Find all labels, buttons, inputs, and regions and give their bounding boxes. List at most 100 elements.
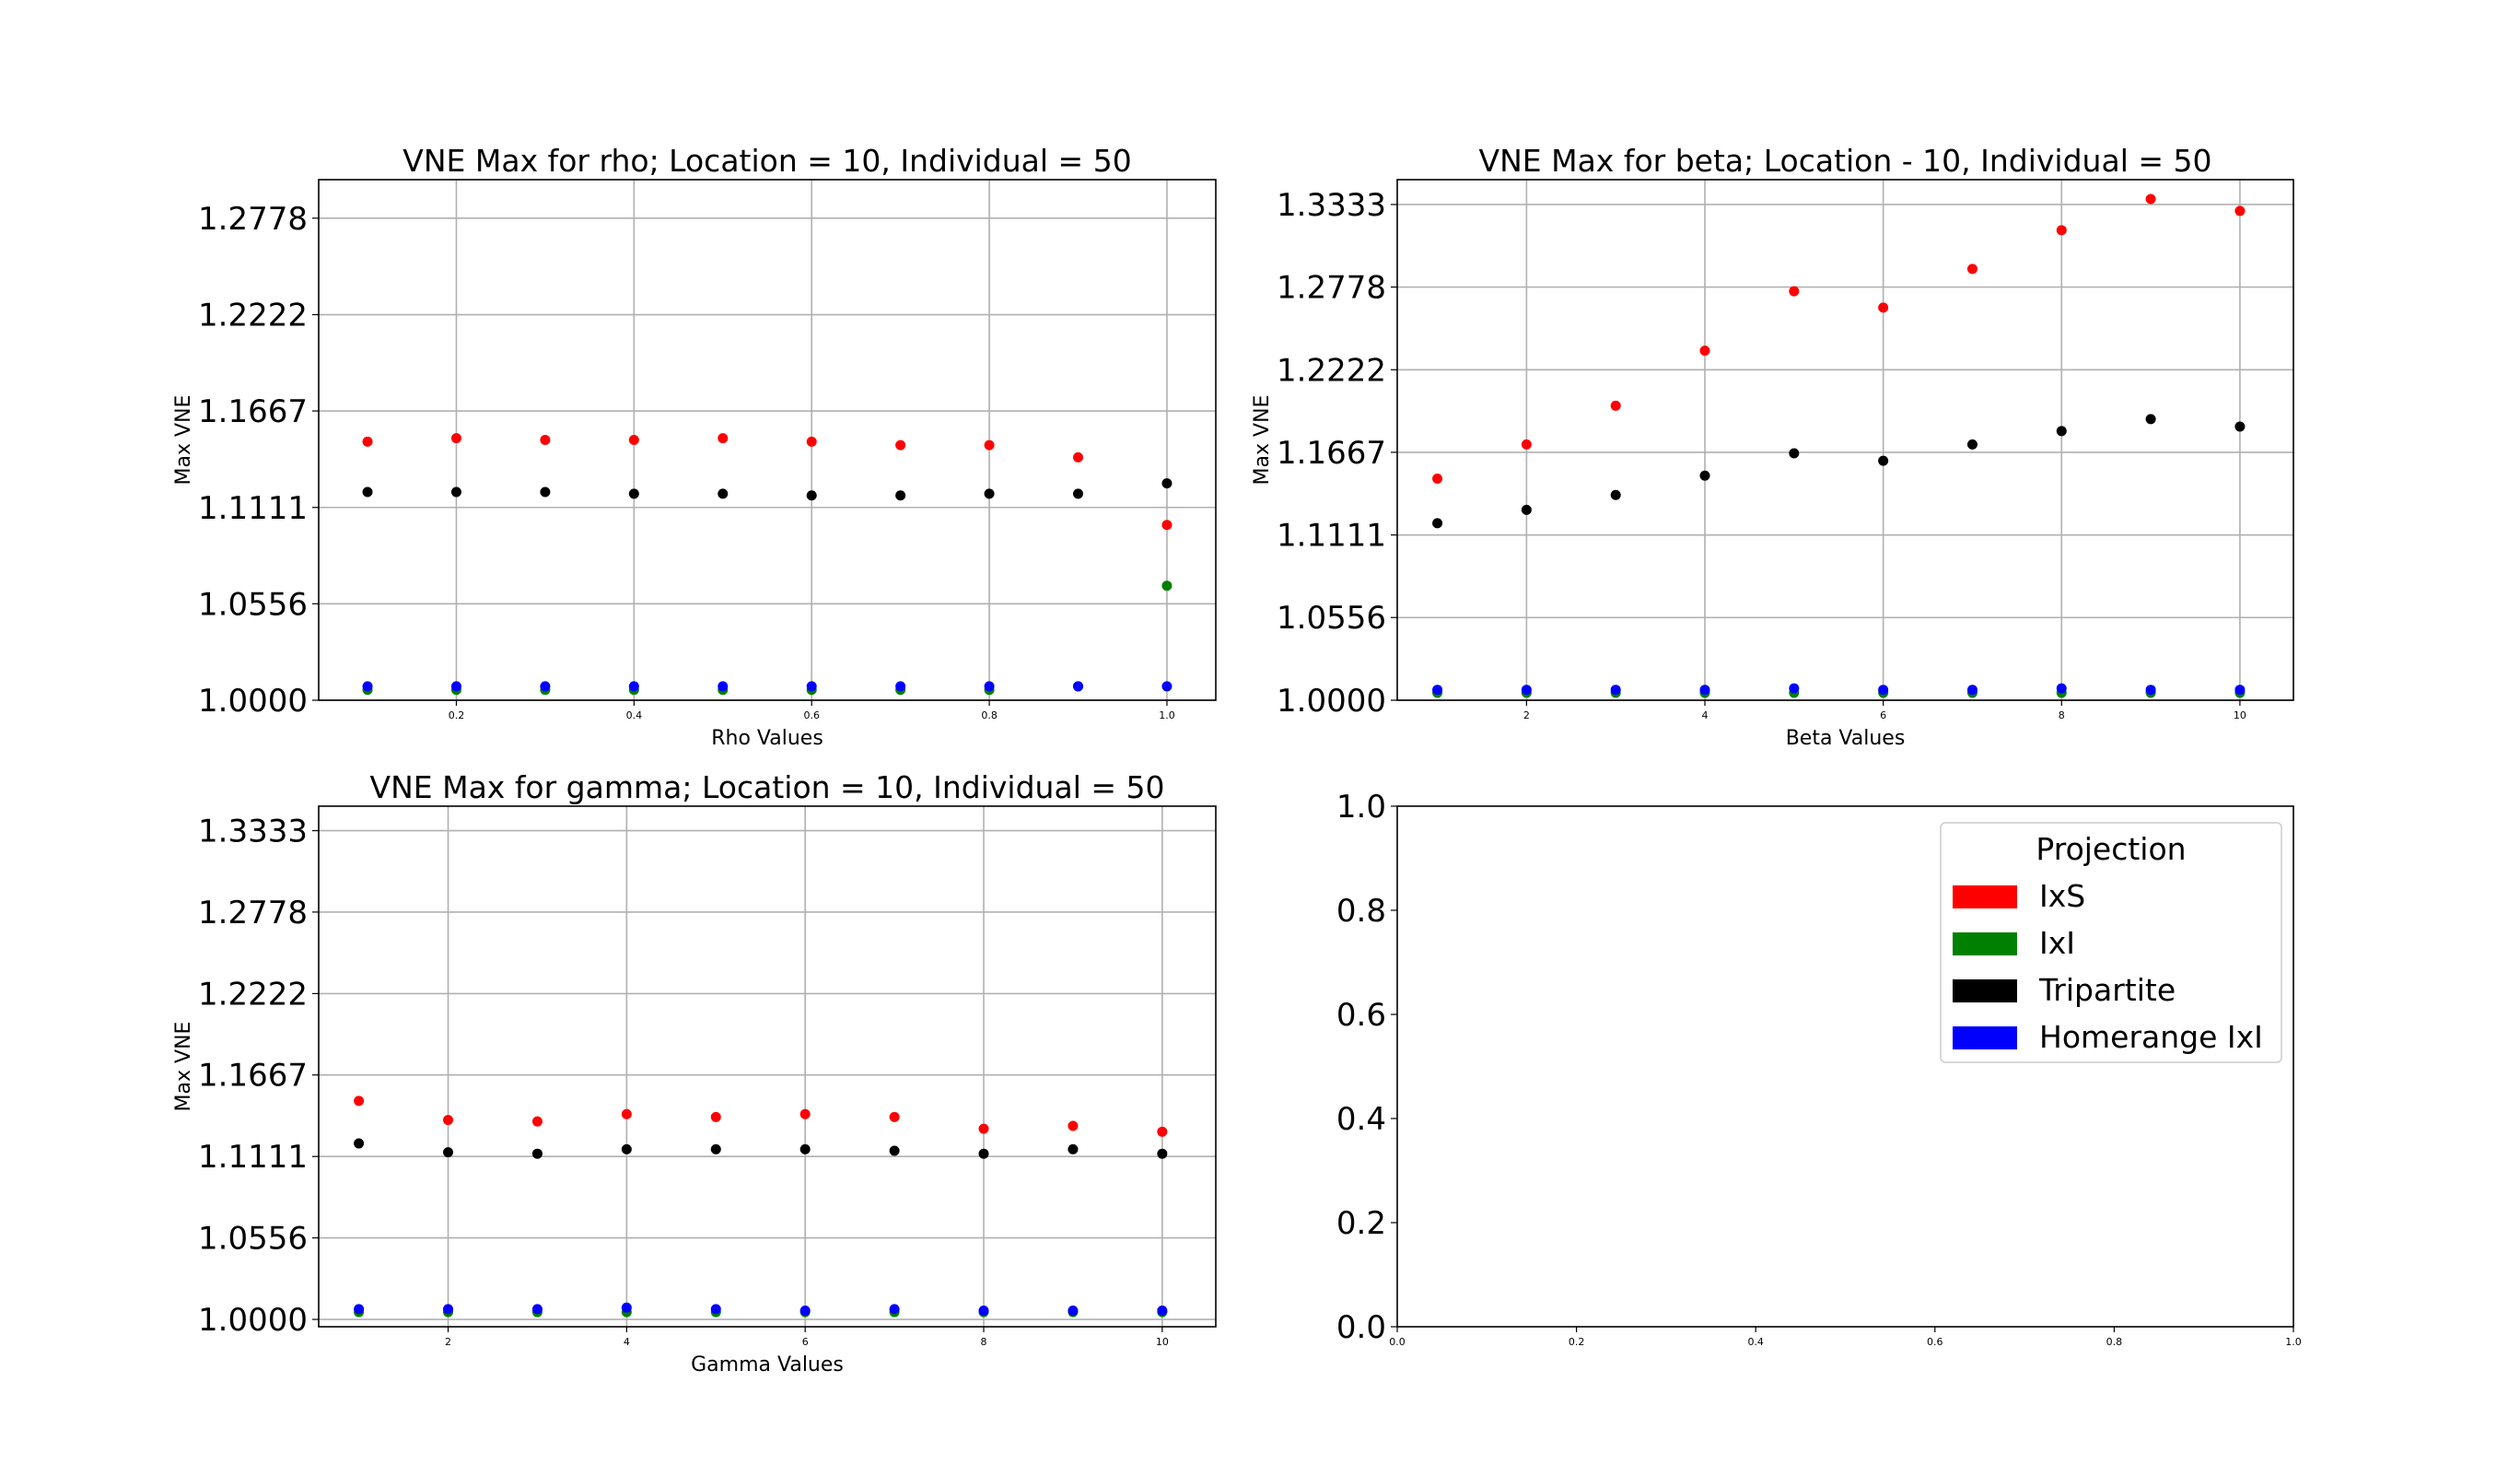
point-ixs bbox=[2145, 193, 2156, 205]
point-homerange-ixi bbox=[1157, 1305, 1168, 1316]
x-tick-label: 10 bbox=[1156, 1336, 1169, 1348]
point-tripartite bbox=[628, 488, 639, 499]
point-ixs bbox=[806, 436, 817, 447]
y-tick-label: 1.2222 bbox=[198, 976, 308, 1013]
x-tick-label: 0.4 bbox=[626, 709, 643, 721]
y-tick-label: 1.2778 bbox=[198, 201, 308, 238]
y-tick-label: 1.0000 bbox=[198, 683, 308, 720]
x-axis-label: Gamma Values bbox=[691, 1353, 844, 1376]
point-homerange-ixi bbox=[889, 1304, 900, 1315]
y-tick-label: 0.0 bbox=[1336, 1309, 1386, 1346]
point-homerange-ixi bbox=[2056, 683, 2067, 694]
point-homerange-ixi bbox=[1161, 681, 1172, 692]
x-tick-label: 0.2 bbox=[449, 709, 465, 721]
point-ixs bbox=[1699, 346, 1710, 357]
point-homerange-ixi bbox=[710, 1304, 721, 1315]
y-tick-label: 1.0556 bbox=[198, 586, 308, 623]
legend-swatch bbox=[1953, 885, 2017, 908]
x-tick-label: 6 bbox=[802, 1336, 809, 1348]
point-tripartite bbox=[1789, 448, 1800, 459]
point-homerange-ixi bbox=[1789, 683, 1800, 694]
point-ixs bbox=[984, 439, 995, 451]
subplot-4: 0.0 0.2 0.4 0.6 0.8 1.0 0.0 0.2 0.4 0.6 0.8 1.0 Proj… bbox=[1336, 789, 2302, 1348]
point-ixs bbox=[362, 436, 373, 447]
legend-entry-label: IxI bbox=[2039, 925, 2075, 961]
point-ixs bbox=[1966, 264, 1978, 275]
point-ixs bbox=[889, 1111, 900, 1122]
y-tick-label: 1.2222 bbox=[198, 298, 308, 334]
point-homerange-ixi bbox=[978, 1305, 989, 1316]
y-tick-label: 1.0000 bbox=[198, 1302, 308, 1339]
y-tick-label: 1.3333 bbox=[1277, 187, 1386, 224]
point-ixs bbox=[799, 1108, 811, 1119]
axes-frame bbox=[1396, 805, 2294, 1328]
point-tripartite bbox=[1521, 504, 1532, 515]
point-tripartite bbox=[362, 486, 373, 498]
point-tripartite bbox=[354, 1138, 365, 1149]
point-tripartite bbox=[806, 490, 817, 501]
y-tick-label: 1.0000 bbox=[1277, 683, 1386, 720]
point-homerange-ixi bbox=[1068, 1305, 1079, 1316]
point-ixs bbox=[1073, 451, 1084, 463]
x-axis-label: Beta Values bbox=[1786, 727, 1906, 750]
point-tripartite bbox=[1610, 489, 1621, 500]
x-axis-label: Rho Values bbox=[711, 727, 823, 750]
x-tick-label: 10 bbox=[2234, 709, 2246, 721]
legend-entry-label: Homerange IxI bbox=[2039, 1019, 2263, 1055]
point-ixs bbox=[1610, 400, 1621, 411]
point-homerange-ixi bbox=[1610, 685, 1621, 696]
point-tripartite bbox=[895, 490, 906, 501]
y-tick-label: 1.0556 bbox=[1277, 600, 1386, 637]
point-ixs bbox=[450, 433, 461, 444]
point-homerange-ixi bbox=[1073, 681, 1084, 692]
point-tripartite bbox=[718, 488, 729, 499]
x-tick-label: 0.8 bbox=[981, 709, 998, 721]
point-homerange-ixi bbox=[1432, 685, 1443, 696]
y-axis-label: Max VNE bbox=[1251, 395, 1274, 486]
point-homerange-ixi bbox=[984, 681, 995, 692]
point-tripartite bbox=[2234, 421, 2246, 432]
y-tick-label: 1.1111 bbox=[198, 490, 308, 527]
point-ixs bbox=[978, 1123, 989, 1134]
point-ixs bbox=[1161, 520, 1172, 531]
point-homerange-ixi bbox=[540, 681, 551, 692]
point-homerange-ixi bbox=[621, 1302, 632, 1313]
point-ixs bbox=[443, 1115, 454, 1126]
point-homerange-ixi bbox=[806, 681, 817, 692]
point-homerange-ixi bbox=[895, 681, 906, 692]
point-ixs bbox=[1432, 473, 1443, 484]
y-tick-label: 1.1111 bbox=[1277, 518, 1386, 555]
legend-entry-label: Tripartite bbox=[2038, 972, 2176, 1008]
point-tripartite bbox=[621, 1143, 632, 1154]
point-tripartite bbox=[1699, 470, 1710, 481]
point-tripartite bbox=[1161, 478, 1172, 489]
legend-swatch bbox=[1953, 979, 2017, 1002]
point-ixs bbox=[540, 435, 551, 445]
point-ixs bbox=[718, 433, 729, 444]
y-tick-label: 1.2222 bbox=[1277, 352, 1386, 389]
x-tick-label: 0.6 bbox=[1927, 1336, 1943, 1348]
point-tripartite bbox=[1068, 1143, 1079, 1154]
point-ixs bbox=[354, 1095, 365, 1107]
point-ixs bbox=[710, 1111, 721, 1122]
point-homerange-ixi bbox=[799, 1305, 811, 1316]
x-tick-label: 0.0 bbox=[1389, 1336, 1406, 1348]
point-tripartite bbox=[1157, 1148, 1168, 1159]
point-homerange-ixi bbox=[1966, 685, 1978, 696]
point-ixs bbox=[1878, 302, 1889, 313]
point-homerange-ixi bbox=[450, 681, 461, 692]
y-tick-label: 1.1667 bbox=[198, 1058, 308, 1095]
point-homerange-ixi bbox=[2145, 685, 2156, 696]
point-tripartite bbox=[978, 1148, 989, 1159]
point-homerange-ixi bbox=[2234, 685, 2246, 696]
point-homerange-ixi bbox=[628, 681, 639, 692]
x-tick-label: 8 bbox=[981, 1336, 987, 1348]
y-tick-label: 1.2778 bbox=[1277, 270, 1386, 307]
point-ixs bbox=[628, 435, 639, 445]
y-tick-label: 1.1111 bbox=[198, 1139, 308, 1176]
x-tick-label: 4 bbox=[624, 1336, 630, 1348]
point-homerange-ixi bbox=[1521, 685, 1532, 696]
legend-swatch bbox=[1953, 1026, 2017, 1049]
point-tripartite bbox=[1073, 488, 1084, 499]
